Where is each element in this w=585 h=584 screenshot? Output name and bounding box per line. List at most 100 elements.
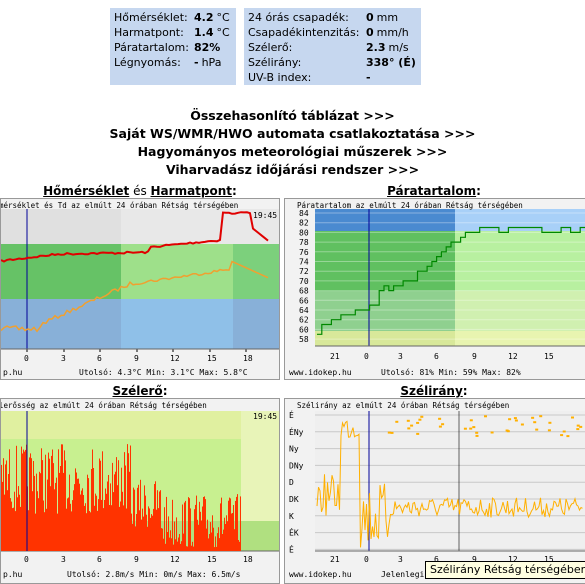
wind-bar <box>171 538 172 551</box>
wind-bar <box>192 541 193 551</box>
wind-bar <box>235 500 236 551</box>
wind-bar <box>7 490 8 551</box>
dir-panel-title: Szélirány: <box>283 384 585 400</box>
temp-title-and: és <box>129 184 151 198</box>
stormchaser-link[interactable]: Viharvadász időjárási rendszer >>> <box>165 162 420 177</box>
hum-chart[interactable]: Páratartalom az elmúlt 24 órában Rétság … <box>284 198 585 380</box>
hum-xtick: 0 <box>364 352 369 361</box>
wind-xtick: 0 <box>24 555 29 564</box>
instruments-link[interactable]: Hagyományos meteorológiai műszerek >>> <box>137 144 448 159</box>
condition-unit: mm <box>376 11 399 24</box>
wind-bar <box>113 492 114 551</box>
wind-bar <box>154 484 155 551</box>
hum-ytick: 58 <box>299 335 309 344</box>
temp-chart[interactable]: mérséklet és Td az elmúlt 24 órában Réts… <box>0 198 280 380</box>
wind-chart[interactable]: lerősség az elmúlt 24 órában Rétság térs… <box>0 398 280 584</box>
dew-title-link[interactable]: Harmatpont <box>150 184 233 198</box>
wind-bar <box>22 453 23 551</box>
wind-bar <box>14 491 15 551</box>
dir-footer-left: www.idokep.hu <box>289 570 352 579</box>
wind-bar <box>38 498 39 551</box>
wind-bar <box>70 503 71 551</box>
wind-bar <box>184 502 185 551</box>
hum-xtick: 15 <box>544 352 554 361</box>
hum-title-link[interactable]: Páratartalom <box>387 184 477 198</box>
temp-title-colon: : <box>232 184 237 198</box>
band-day-high <box>455 231 585 291</box>
wind-bar <box>158 508 159 551</box>
dir-dot <box>566 435 570 438</box>
wind-bar <box>43 500 44 551</box>
wind-bar <box>227 521 228 551</box>
dir-title-link[interactable]: Szélirány <box>400 384 463 398</box>
dir-xtick: 12 <box>508 555 518 564</box>
condition-row: Szélerő: 2.3 m/s <box>248 40 417 55</box>
wind-bar <box>119 506 120 551</box>
temp-panel-title: Hőmérséklet és Harmatpont: <box>0 184 280 200</box>
condition-label: Csapadékintenzitás: <box>248 26 360 39</box>
wind-bar <box>33 461 34 551</box>
wind-bar <box>85 503 86 551</box>
wind-bar <box>161 528 162 551</box>
temp-title-link[interactable]: Hőmérséklet <box>43 184 130 198</box>
wind-bar <box>167 532 168 551</box>
connect-station-link[interactable]: Saját WS/WMR/HWO automata csatlakoztatás… <box>109 126 476 141</box>
hum-ytick: 78 <box>299 238 309 247</box>
dir-chart[interactable]: Szélirány az elmúlt 24 órában Rétság tér… <box>284 398 585 584</box>
wind-bar <box>166 496 167 551</box>
wind-xtick: 15 <box>207 555 217 564</box>
wind-bar <box>108 475 109 551</box>
wind-bar <box>11 501 12 551</box>
wind-bar <box>230 498 231 551</box>
wind-bar <box>105 488 106 551</box>
wind-bar <box>58 449 59 551</box>
wind-bar <box>135 526 136 551</box>
condition-unit: °C <box>216 11 230 24</box>
dir-dot <box>475 434 479 437</box>
wind-bar <box>132 523 133 551</box>
wind-bar <box>151 514 152 551</box>
wind-bar <box>87 474 88 551</box>
wind-bar <box>16 445 17 551</box>
wind-bar <box>80 494 81 551</box>
wind-bar <box>229 497 230 551</box>
wind-bar <box>65 460 66 551</box>
wind-bar <box>170 530 171 551</box>
hum-ytick: 70 <box>299 277 309 286</box>
condition-value: 0 <box>366 11 374 24</box>
wind-bar <box>52 449 53 551</box>
wind-bar <box>146 514 147 551</box>
dir-ytick: DK <box>289 495 299 504</box>
temperature-series <box>1 211 269 263</box>
wind-bar <box>152 515 153 551</box>
hum-ytick: 76 <box>299 248 309 257</box>
wind-bar <box>145 495 146 551</box>
wind-title-link[interactable]: Szélerő <box>112 384 163 398</box>
compare-table-link[interactable]: Összehasonlító táblázat >>> <box>190 108 395 123</box>
wind-bar <box>232 513 233 551</box>
wind-bar <box>12 508 13 551</box>
condition-row: Harmatpont: 1.4 °C <box>114 25 232 40</box>
wind-bar <box>98 499 99 551</box>
wind-bar <box>143 516 144 551</box>
condition-row: UV-B index: - <box>248 70 417 85</box>
wind-bar <box>208 538 209 551</box>
dir-ytick: Ny <box>289 445 299 454</box>
wind-bar <box>78 478 79 551</box>
wind-bar <box>180 543 181 551</box>
wind-title-colon: : <box>162 384 168 398</box>
wind-bar <box>185 500 186 551</box>
wind-bar <box>231 513 232 551</box>
dir-dot <box>490 431 494 434</box>
dir-ytick: ÉNy <box>289 426 304 437</box>
dir-dot <box>469 427 473 430</box>
wind-bar <box>67 498 68 551</box>
wind-bar <box>225 524 226 551</box>
wind-bar <box>6 460 7 551</box>
dir-dot <box>475 431 479 434</box>
wind-bar <box>17 497 18 551</box>
temp-footer-right: Utolsó: 4.3°C Min: 3.1°C Max: 5.8°C <box>79 367 248 377</box>
wind-bar <box>150 517 151 551</box>
condition-row: Páratartalom: 82% <box>114 40 232 55</box>
wind-bar <box>178 537 179 551</box>
